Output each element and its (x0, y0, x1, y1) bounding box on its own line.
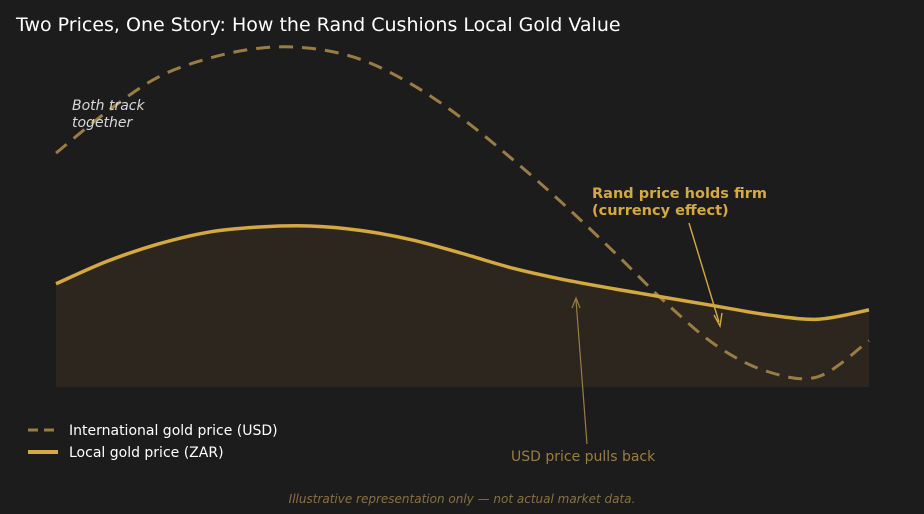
usd-point-3 (206, 57, 210, 61)
usd-point-6 (359, 58, 363, 62)
zar-point-2 (156, 242, 160, 246)
annotation-usd-pulls-back: USD price pulls back (511, 449, 656, 465)
usd-point-15 (816, 375, 820, 379)
legend-usd-label: International gold price (USD) (69, 423, 278, 439)
annotation-both-track-line1: Both track (72, 98, 146, 114)
zar-area-fill (56, 225, 869, 387)
annotation-rand-arrowhead (713, 312, 723, 329)
zar-point-10 (562, 278, 566, 282)
zar-point-14 (765, 313, 769, 317)
annotation-rand-holds-line1: Rand price holds firm (592, 186, 767, 202)
annotation-rand-holds: Rand price holds firm (currency effect) (592, 186, 772, 219)
usd-series-line (55, 45, 870, 381)
usd-point-12 (664, 301, 668, 305)
zar-point-6 (359, 229, 363, 233)
usd-point-13 (715, 344, 719, 348)
zar-point-8 (461, 252, 465, 256)
annotation-rand-arrow (688, 222, 720, 323)
zar-point-16 (867, 308, 871, 312)
usd-point-2 (156, 75, 160, 79)
legend-zar-label: Local gold price (ZAR) (69, 445, 224, 461)
usd-point-9 (511, 158, 515, 162)
zar-point-5 (308, 224, 312, 228)
zar-point-15 (816, 317, 820, 321)
annotation-rand-holds-line2: (currency effect) (592, 203, 729, 219)
usd-point-4 (257, 46, 261, 50)
zar-point-12 (664, 296, 668, 300)
usd-point-5 (308, 46, 312, 50)
zar-series-line (55, 224, 870, 322)
zar-point-9 (511, 266, 515, 270)
usd-point-11 (613, 251, 617, 255)
footnote: Illustrative representation only — not a… (289, 492, 636, 506)
zar-point-4 (257, 225, 261, 229)
annotation-both-track-line2: together (72, 115, 134, 131)
usd-point-0 (54, 151, 58, 155)
usd-point-10 (562, 203, 566, 207)
chart-title: Two Prices, One Story: How the Rand Cush… (15, 14, 621, 36)
plot-area (54, 45, 871, 387)
zar-point-1 (105, 259, 109, 263)
annotation-both-track: Both track together (72, 98, 149, 131)
zar-point-3 (206, 230, 210, 234)
usd-point-7 (410, 82, 414, 86)
usd-point-8 (461, 117, 465, 121)
usd-point-16 (867, 339, 871, 343)
zar-point-7 (410, 238, 414, 242)
zar-point-0 (54, 282, 58, 286)
annotation-usd-arrow (575, 299, 588, 445)
annotation-usd-arrowhead (571, 296, 581, 309)
zar-point-11 (613, 287, 617, 291)
usd-point-14 (765, 370, 769, 374)
legend: International gold price (USD) Local gol… (28, 423, 278, 461)
